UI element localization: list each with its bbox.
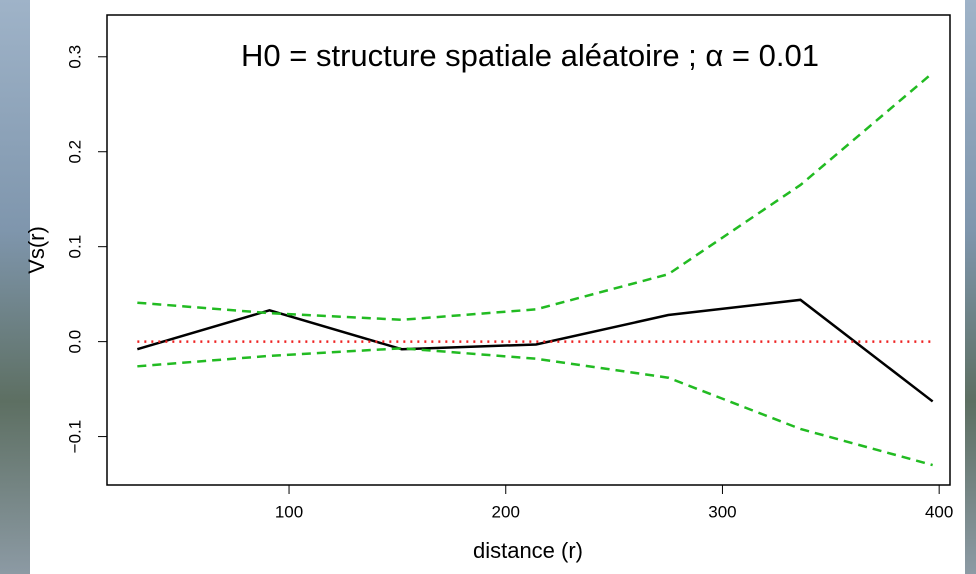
x-axis-label: distance (r): [473, 538, 583, 563]
y-tick-label: 0.1: [65, 235, 84, 259]
series-line: [136, 298, 934, 403]
y-tick-label: −0.1: [65, 420, 84, 454]
x-tick-label: 100: [275, 502, 303, 521]
y-axis-label: Vs(r): [24, 226, 49, 274]
annotation: H0 = structure spatiale aléatoire ; α = …: [241, 38, 819, 73]
series-line: [137, 347, 933, 467]
y-tick-label: 0.3: [65, 45, 84, 69]
y-tick-label: 0.2: [65, 140, 84, 164]
x-tick-label: 300: [708, 502, 736, 521]
plot-frame: [106, 14, 951, 486]
x-tick-label: 400: [925, 502, 953, 521]
panel: [30, 0, 965, 574]
series-line: [137, 71, 934, 322]
y-tick-label: 0.0: [65, 330, 84, 354]
x-tick-label: 200: [492, 502, 520, 521]
